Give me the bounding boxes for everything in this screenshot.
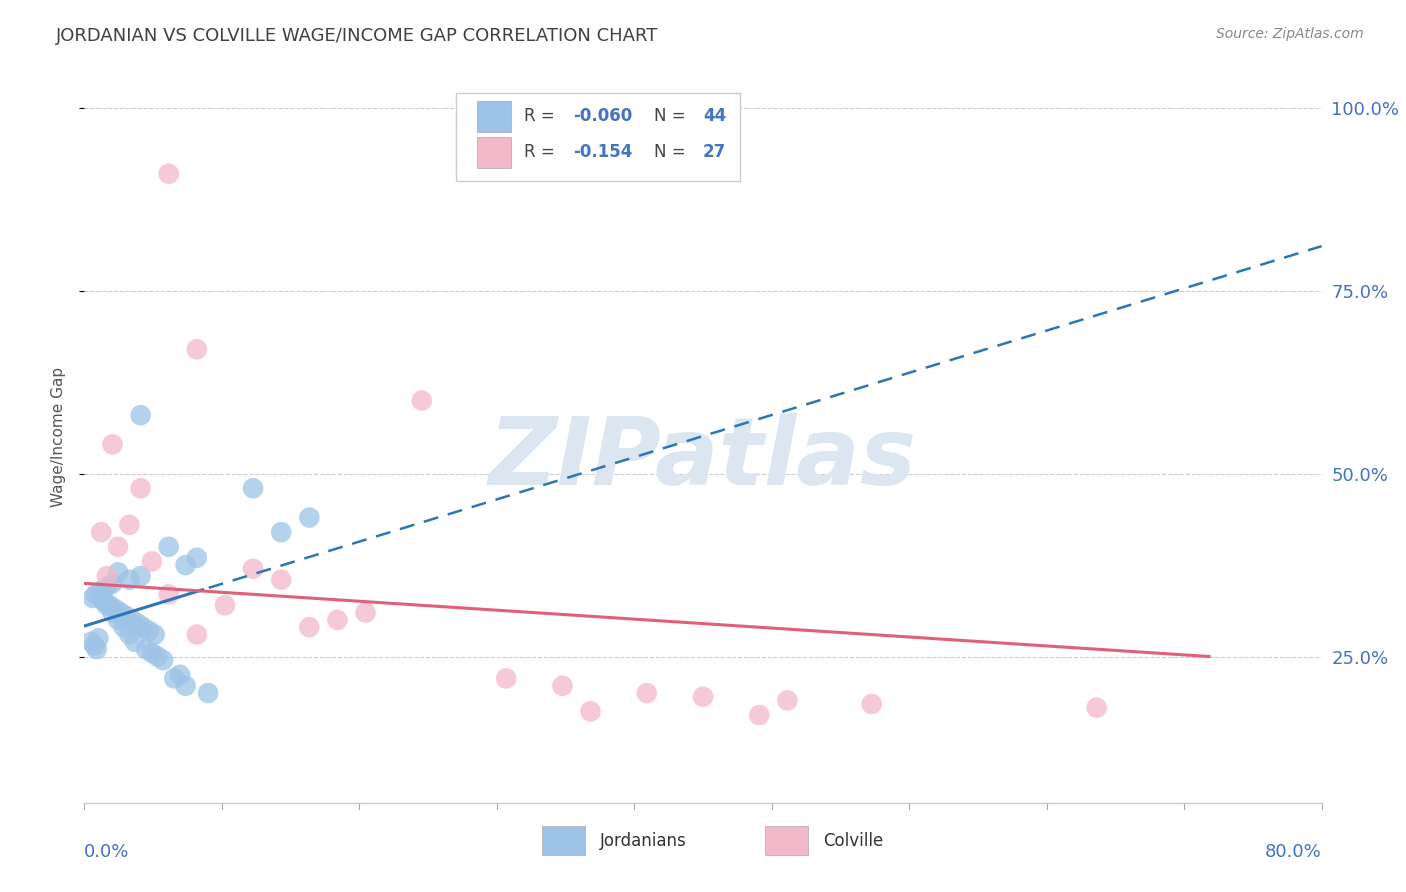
FancyBboxPatch shape (477, 101, 512, 131)
Point (110, 606, 132, 620)
Point (326, 613, 349, 627)
Point (152, 653, 174, 667)
Point (354, 606, 377, 620)
Point (98, 599, 121, 613)
Text: -0.154: -0.154 (574, 144, 633, 161)
Point (495, 672, 517, 686)
Point (104, 602, 127, 616)
Point (96, 580, 118, 594)
Point (101, 437, 124, 451)
Point (186, 627, 208, 641)
Point (157, 167, 180, 181)
Text: 27: 27 (703, 144, 727, 161)
Point (101, 576, 124, 591)
Point (636, 686, 658, 700)
Text: ZIPatlas: ZIPatlas (489, 413, 917, 505)
Point (551, 679, 574, 693)
Point (270, 573, 292, 587)
Point (129, 481, 152, 495)
Point (169, 667, 191, 681)
Point (80, 635, 103, 649)
FancyBboxPatch shape (456, 94, 740, 181)
Point (90, 591, 112, 605)
Point (82, 591, 104, 605)
Point (186, 550, 208, 565)
Text: 44: 44 (703, 107, 727, 125)
Point (118, 573, 141, 587)
Text: R =: R = (523, 107, 560, 125)
Point (214, 599, 236, 613)
Point (143, 627, 166, 641)
Y-axis label: Wage/Income Gap: Wage/Income Gap (51, 367, 66, 508)
Point (124, 635, 146, 649)
Point (96, 599, 118, 613)
Text: JORDANIAN VS COLVILLE WAGE/INCOME GAP CORRELATION CHART: JORDANIAN VS COLVILLE WAGE/INCOME GAP CO… (56, 27, 658, 45)
Point (270, 525, 292, 540)
Point (186, 343, 208, 357)
Point (84, 587, 107, 601)
Text: Source: ZipAtlas.com: Source: ZipAtlas.com (1216, 27, 1364, 41)
Point (112, 620, 135, 634)
FancyBboxPatch shape (543, 826, 585, 855)
Text: -0.060: -0.060 (574, 107, 633, 125)
Point (107, 566, 129, 580)
Point (135, 642, 157, 657)
Point (141, 554, 163, 568)
Point (146, 649, 169, 664)
Point (107, 540, 129, 554)
Point (107, 613, 129, 627)
Point (118, 627, 141, 641)
Point (87, 632, 110, 646)
Point (132, 620, 155, 634)
Point (242, 481, 264, 495)
Text: N =: N = (654, 107, 690, 125)
Point (411, 393, 433, 408)
Point (174, 558, 197, 573)
Point (121, 613, 143, 627)
Point (86, 642, 108, 657)
Point (96, 569, 118, 583)
Text: Jordanians: Jordanians (600, 832, 688, 850)
Point (298, 620, 321, 634)
Point (90, 525, 112, 540)
Point (174, 679, 197, 693)
FancyBboxPatch shape (765, 826, 808, 855)
Point (141, 646, 163, 660)
Point (129, 408, 152, 422)
Text: 80.0%: 80.0% (1265, 843, 1322, 861)
Text: N =: N = (654, 144, 690, 161)
Point (115, 609, 138, 624)
Point (157, 540, 180, 554)
Point (163, 672, 186, 686)
Point (93, 594, 115, 608)
Point (157, 587, 180, 601)
Point (748, 708, 770, 723)
Point (129, 569, 152, 583)
Point (197, 686, 219, 700)
Point (1085, 700, 1108, 714)
Point (101, 606, 124, 620)
Point (118, 517, 141, 532)
Point (776, 693, 799, 707)
FancyBboxPatch shape (477, 137, 512, 168)
Point (90, 583, 112, 598)
Point (692, 690, 714, 704)
Text: R =: R = (523, 144, 560, 161)
Point (83, 639, 105, 653)
Text: 0.0%: 0.0% (84, 843, 129, 861)
Point (298, 510, 321, 524)
Text: Colville: Colville (823, 832, 883, 850)
Point (242, 562, 264, 576)
Point (579, 705, 602, 719)
Point (860, 697, 883, 711)
Point (127, 616, 149, 631)
Point (138, 624, 160, 638)
